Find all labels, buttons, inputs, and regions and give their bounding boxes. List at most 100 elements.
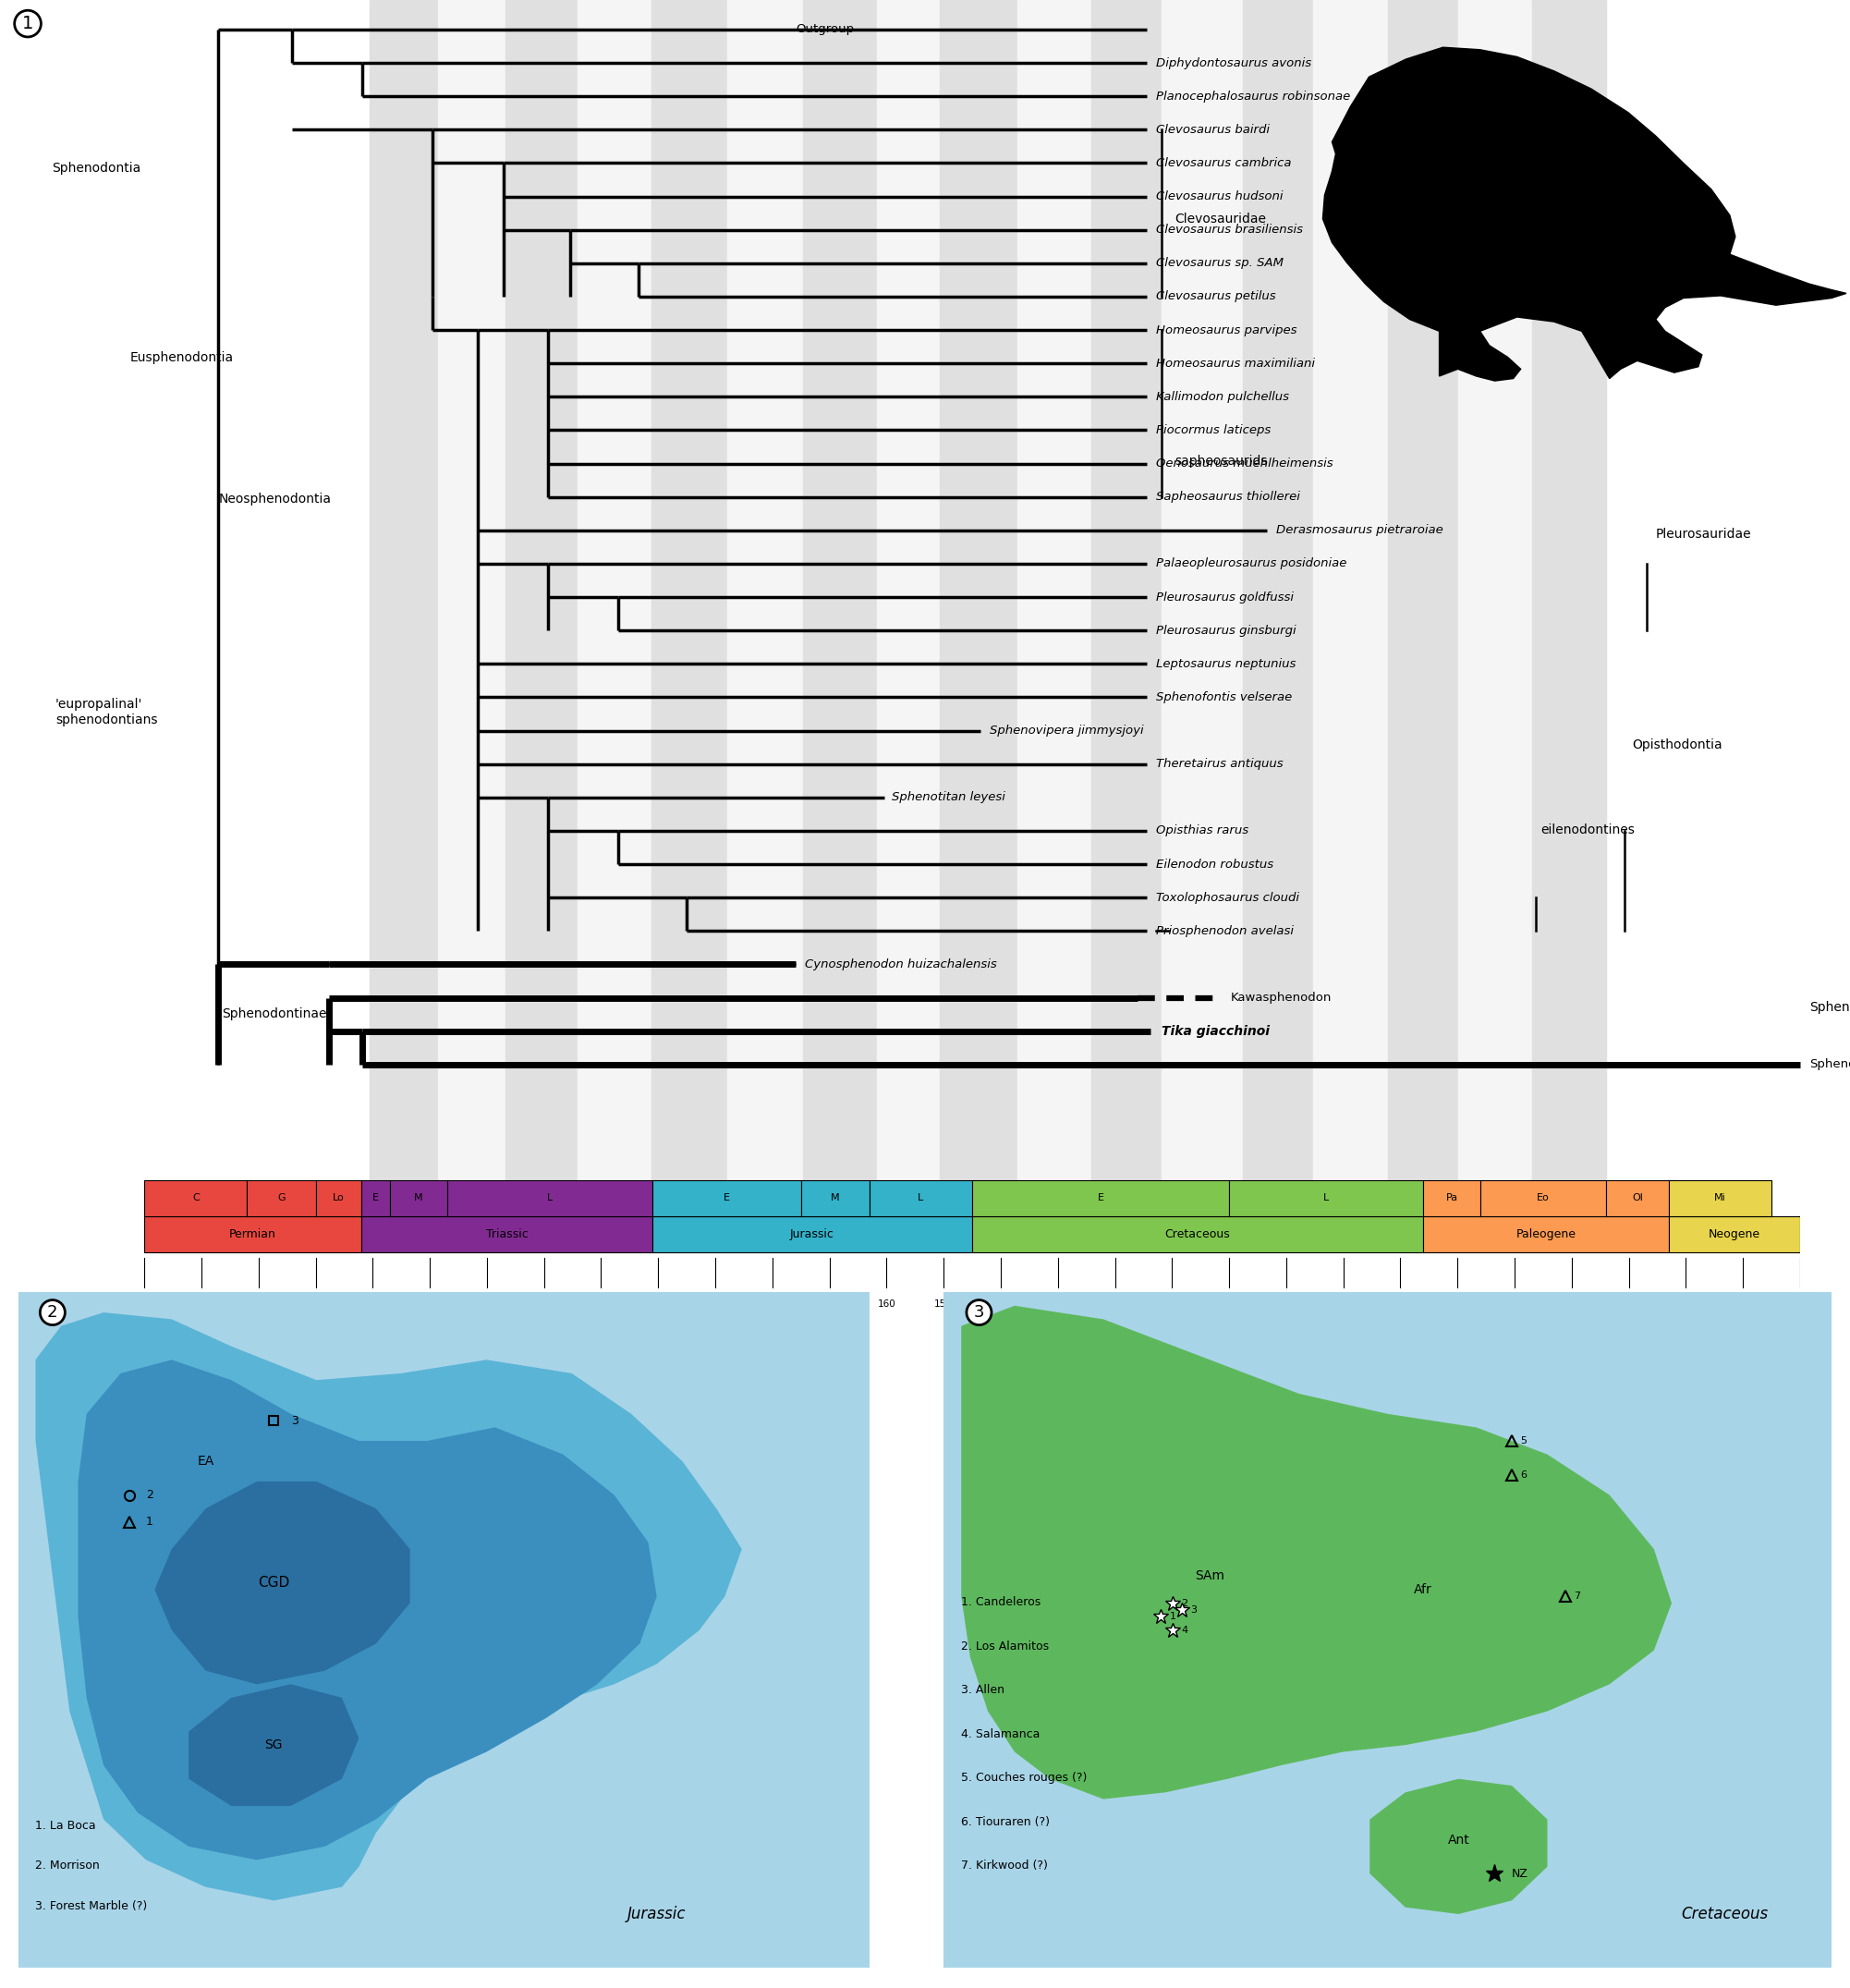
Text: 10: 10 <box>1737 1298 1748 1308</box>
Text: Sphenodontinae: Sphenodontinae <box>222 1008 327 1020</box>
Text: 100: 100 <box>1219 1298 1238 1308</box>
Text: Oenosaurus muehlheimensis: Oenosaurus muehlheimensis <box>1156 457 1334 469</box>
Text: 280: 280 <box>192 1298 211 1308</box>
Bar <box>505 0 577 1183</box>
Text: 1: 1 <box>1169 1612 1177 1622</box>
Text: 210: 210 <box>592 1298 610 1308</box>
Text: Opisthodontia: Opisthodontia <box>1632 740 1722 751</box>
Text: Theretairus antiquus: Theretairus antiquus <box>1156 757 1284 769</box>
Bar <box>1532 0 1606 1183</box>
Text: M: M <box>831 1193 840 1203</box>
Text: Sapheosaurus thiollerei: Sapheosaurus thiollerei <box>1156 491 1301 503</box>
Text: Clevosaurus brasiliensis: Clevosaurus brasiliensis <box>1156 225 1302 237</box>
Text: M: M <box>414 1193 424 1203</box>
Text: 260: 260 <box>307 1298 326 1308</box>
Bar <box>651 0 727 1183</box>
Bar <box>973 1217 1423 1252</box>
Bar <box>361 1181 390 1217</box>
Text: Toxolophosaurus cloudi: Toxolophosaurus cloudi <box>1156 893 1299 905</box>
Bar <box>727 0 803 1183</box>
Bar <box>973 1181 1228 1217</box>
Text: Palaeopleurosaurus posidoniae: Palaeopleurosaurus posidoniae <box>1156 559 1347 571</box>
Text: Piocormus laticeps: Piocormus laticeps <box>1156 423 1271 435</box>
Text: 20: 20 <box>1680 1298 1693 1308</box>
Text: Planocephalosaurus robinsonae: Planocephalosaurus robinsonae <box>1156 89 1350 101</box>
Text: EA: EA <box>198 1455 215 1467</box>
Polygon shape <box>1317 1441 1511 1738</box>
Text: Tika giacchinoi: Tika giacchinoi <box>1162 1024 1269 1038</box>
Text: Sphenovipera jimmysjoyi: Sphenovipera jimmysjoyi <box>990 726 1143 738</box>
Text: Clevosaurus cambrica: Clevosaurus cambrica <box>1156 157 1291 169</box>
Text: E: E <box>1097 1193 1104 1203</box>
Text: Homeosaurus parvipes: Homeosaurus parvipes <box>1156 324 1297 336</box>
Text: Opisthias rarus: Opisthias rarus <box>1156 825 1249 837</box>
Bar <box>248 1181 316 1217</box>
Text: Neogene: Neogene <box>1708 1229 1761 1241</box>
Text: Sphenotitan leyesi: Sphenotitan leyesi <box>892 791 1005 803</box>
Text: Sphenodon: Sphenodon <box>1809 1058 1850 1072</box>
Text: Ol: Ol <box>1632 1193 1643 1203</box>
Text: 140: 140 <box>992 1298 1010 1308</box>
Text: Derasmosaurus pietraroiae: Derasmosaurus pietraroiae <box>1276 525 1443 537</box>
Text: 90: 90 <box>1280 1298 1293 1308</box>
Text: 3: 3 <box>290 1415 298 1427</box>
Text: Eo: Eo <box>1537 1193 1550 1203</box>
Text: Diphydontosaurus avonis: Diphydontosaurus avonis <box>1156 58 1312 70</box>
Text: 240: 240 <box>420 1298 438 1308</box>
Bar <box>1480 1181 1606 1217</box>
Text: 170: 170 <box>820 1298 838 1308</box>
Text: SAm: SAm <box>1195 1571 1225 1582</box>
Text: 3: 3 <box>973 1304 984 1320</box>
Bar <box>144 1217 361 1252</box>
Text: Mi: Mi <box>1715 1193 1726 1203</box>
Text: 'eupropalinal'
sphenodontians: 'eupropalinal' sphenodontians <box>56 698 157 726</box>
Text: 290: 290 <box>135 1298 154 1308</box>
Bar <box>940 0 1018 1183</box>
Text: 220: 220 <box>535 1298 553 1308</box>
Text: 6: 6 <box>1521 1469 1526 1479</box>
Text: Sphenodon: Sphenodon <box>1809 1002 1850 1014</box>
Text: Clevosaurus sp. SAM: Clevosaurus sp. SAM <box>1156 256 1284 268</box>
Polygon shape <box>1369 1779 1547 1914</box>
Text: Clevosauridae: Clevosauridae <box>1175 213 1265 225</box>
Text: 40: 40 <box>1565 1298 1578 1308</box>
Text: 130: 130 <box>1049 1298 1067 1308</box>
Polygon shape <box>35 1312 742 1901</box>
Text: 60: 60 <box>1452 1298 1463 1308</box>
Text: Neosphenodontia: Neosphenodontia <box>218 493 331 505</box>
Text: Ant: Ant <box>1447 1833 1469 1847</box>
Text: 80: 80 <box>1338 1298 1349 1308</box>
Text: Pleurosauridae: Pleurosauridae <box>1656 529 1752 541</box>
Text: Paleogene: Paleogene <box>1515 1229 1576 1241</box>
Text: 180: 180 <box>764 1298 781 1308</box>
Bar <box>1162 0 1243 1183</box>
Bar <box>1669 1217 1800 1252</box>
Text: 150: 150 <box>934 1298 953 1308</box>
Text: 2: 2 <box>1182 1598 1188 1608</box>
Text: Eusphenodontia: Eusphenodontia <box>130 350 233 364</box>
Text: Kawasphenodon: Kawasphenodon <box>1230 992 1332 1004</box>
Text: Permian: Permian <box>229 1229 276 1241</box>
Text: E: E <box>723 1193 731 1203</box>
Text: Outgroup: Outgroup <box>796 24 855 36</box>
Text: Jurassic: Jurassic <box>790 1229 834 1241</box>
Text: 1: 1 <box>22 14 33 32</box>
Text: 110: 110 <box>1164 1298 1180 1308</box>
Text: L: L <box>548 1193 553 1203</box>
Text: 2. Los Alamitos: 2. Los Alamitos <box>962 1640 1049 1652</box>
Bar <box>1423 1181 1480 1217</box>
Polygon shape <box>155 1481 411 1684</box>
Text: Lo: Lo <box>333 1193 344 1203</box>
Polygon shape <box>78 1360 657 1861</box>
Text: 1. La Boca: 1. La Boca <box>35 1819 96 1831</box>
Text: Jurassic: Jurassic <box>627 1906 686 1922</box>
Polygon shape <box>1103 1467 1280 1712</box>
Text: G: G <box>278 1193 285 1203</box>
Text: Kallimodon pulchellus: Kallimodon pulchellus <box>1156 392 1289 404</box>
Text: Clevosaurus hudsoni: Clevosaurus hudsoni <box>1156 191 1284 203</box>
Bar <box>1018 0 1092 1183</box>
Text: 2: 2 <box>146 1489 154 1501</box>
Text: Cretaceous: Cretaceous <box>1682 1906 1769 1922</box>
Text: 70: 70 <box>1395 1298 1406 1308</box>
Text: 7. Kirkwood (?): 7. Kirkwood (?) <box>962 1861 1047 1873</box>
